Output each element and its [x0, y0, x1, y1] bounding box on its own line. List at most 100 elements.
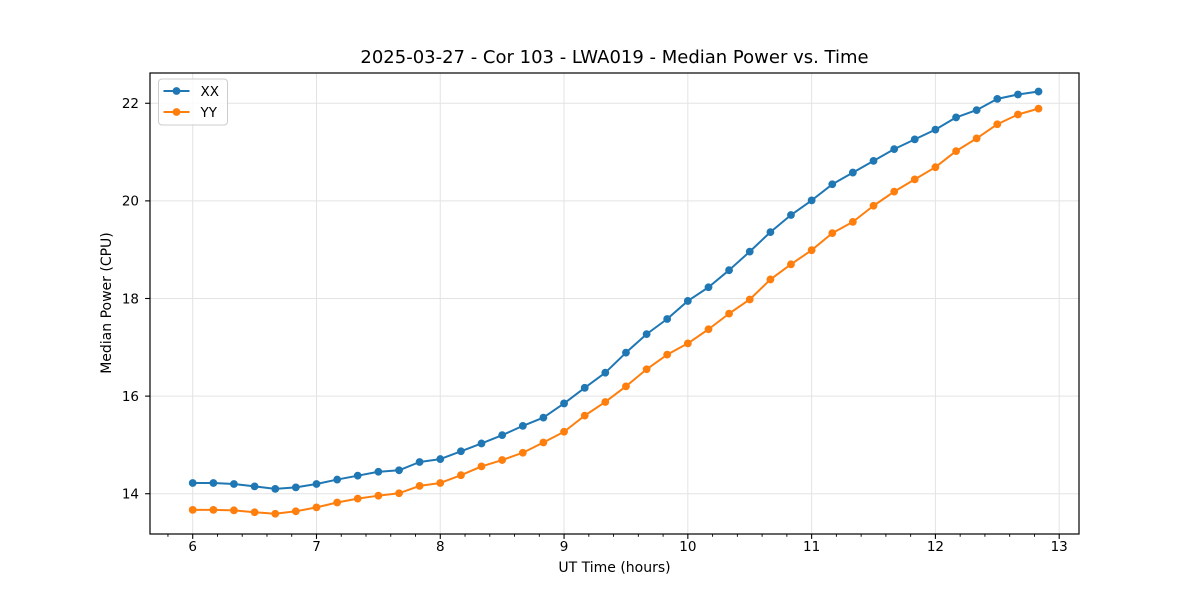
series-markers-YY	[188, 104, 1043, 518]
y-tick-label: 14	[122, 487, 139, 503]
legend: XX YY	[158, 78, 228, 126]
series-line-XX	[191, 90, 1040, 490]
data-point-XX	[787, 211, 795, 219]
data-point-XX	[457, 447, 465, 456]
series-markers-XX	[188, 87, 1043, 493]
data-point-XX	[910, 135, 919, 144]
y-tick-label: 22	[122, 96, 139, 112]
data-point-XX	[993, 94, 1002, 103]
data-point-YY	[642, 365, 651, 374]
legend-marker	[172, 87, 181, 95]
data-point-YY	[972, 134, 981, 143]
data-point-XX	[580, 383, 589, 392]
data-point-XX	[518, 421, 527, 430]
data-point-XX	[622, 348, 630, 357]
data-point-YY	[704, 325, 713, 334]
data-point-XX	[766, 228, 775, 237]
data-point-XX	[745, 247, 754, 256]
data-point-YY	[622, 382, 630, 391]
data-point-XX	[952, 113, 960, 122]
data-point-YY	[436, 479, 445, 487]
x-tick-label: 10	[679, 539, 696, 555]
data-point-XX	[642, 330, 651, 339]
data-point-YY	[745, 295, 754, 304]
data-point-YY	[291, 507, 300, 516]
data-point-YY	[250, 508, 259, 517]
data-point-YY	[807, 246, 816, 255]
data-point-XX	[291, 483, 300, 492]
data-point-YY	[952, 147, 960, 155]
data-point-YY	[230, 506, 238, 515]
data-point-YY	[498, 456, 507, 464]
data-point-XX	[498, 431, 507, 440]
data-point-YY	[993, 120, 1002, 129]
data-point-YY	[518, 448, 527, 457]
data-point-YY	[415, 482, 424, 490]
axis-ticks	[145, 102, 1060, 539]
data-point-XX	[209, 479, 218, 487]
data-point-YY	[766, 275, 775, 284]
data-point-YY	[539, 438, 548, 447]
data-point-XX	[683, 297, 692, 305]
legend-label: YY	[200, 105, 218, 121]
y-tick-label: 18	[122, 291, 139, 307]
data-point-XX	[725, 266, 733, 275]
data-point-YY	[683, 339, 692, 348]
x-tick-label: 13	[1051, 539, 1068, 555]
plot-frame	[149, 72, 1080, 535]
data-point-YY	[1034, 104, 1043, 113]
x-tick-label: 12	[927, 539, 944, 555]
data-point-YY	[560, 427, 568, 436]
data-point-XX	[415, 458, 424, 466]
data-series	[188, 87, 1043, 518]
data-point-XX	[1034, 87, 1043, 96]
data-point-YY	[209, 505, 218, 514]
data-point-XX	[848, 168, 857, 177]
data-point-XX	[374, 467, 383, 476]
data-point-YY	[663, 350, 672, 359]
data-point-XX	[539, 413, 548, 422]
data-point-XX	[1014, 90, 1022, 99]
data-point-XX	[353, 471, 362, 480]
data-point-XX	[972, 106, 981, 114]
data-point-YY	[890, 187, 899, 196]
data-point-YY	[601, 398, 610, 406]
data-point-YY	[869, 201, 878, 210]
data-point-YY	[931, 163, 940, 172]
x-tick-label: 9	[560, 539, 569, 555]
data-point-XX	[663, 315, 672, 323]
data-point-YY	[828, 229, 837, 237]
x-tick-label: 6	[188, 539, 197, 555]
data-point-XX	[560, 399, 568, 408]
data-point-XX	[601, 368, 610, 377]
grid-lines	[150, 73, 1079, 534]
data-point-XX	[890, 145, 899, 154]
data-point-YY	[787, 260, 795, 269]
data-point-YY	[477, 462, 486, 471]
data-point-YY	[374, 491, 383, 500]
data-point-XX	[333, 475, 342, 484]
data-point-XX	[271, 484, 280, 493]
data-point-YY	[312, 503, 321, 512]
tick-labels: 6 7 8 9 10 11 12 13 14 16 18 20 22	[122, 96, 1068, 555]
data-point-XX	[312, 480, 321, 488]
data-point-YY	[580, 411, 589, 420]
data-point-XX	[828, 180, 837, 189]
x-tick-label: 8	[436, 539, 445, 555]
data-point-XX	[250, 482, 259, 491]
data-point-XX	[807, 196, 816, 205]
data-point-XX	[395, 466, 403, 475]
y-tick-label: 16	[122, 389, 139, 405]
y-axis-label: Median Power (CPU)	[99, 232, 115, 374]
data-point-YY	[395, 489, 403, 498]
data-point-XX	[188, 479, 197, 487]
legend-marker	[172, 108, 181, 116]
data-point-YY	[333, 498, 342, 507]
data-point-YY	[271, 509, 280, 518]
x-tick-label: 11	[803, 539, 820, 555]
data-point-YY	[910, 175, 919, 184]
data-point-YY	[1014, 110, 1022, 119]
data-point-YY	[353, 494, 362, 503]
data-point-YY	[457, 471, 465, 480]
